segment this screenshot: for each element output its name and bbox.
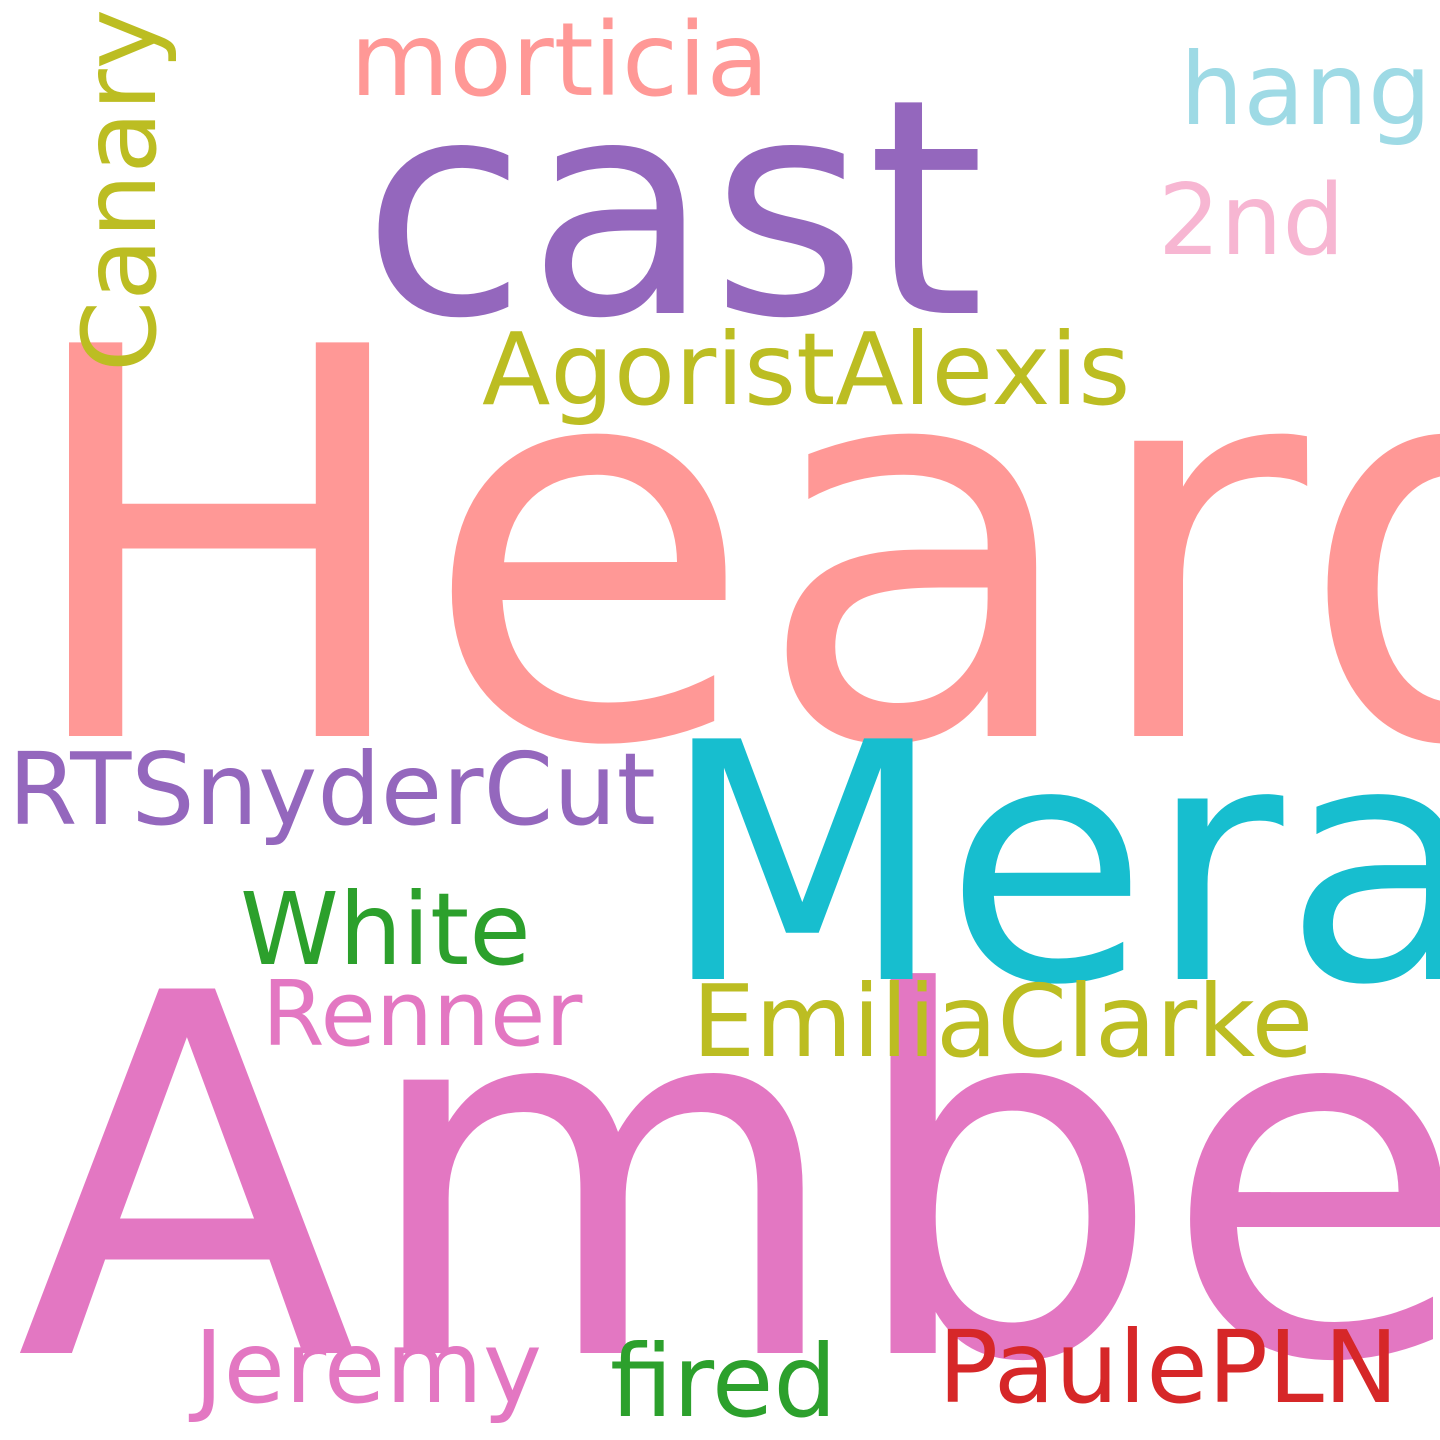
word-agoristalexis: AgoristAlexis [482,311,1131,428]
word-white: White [240,871,531,988]
word-jeremy: Jeremy [194,1309,543,1426]
word-2nd: 2nd [1158,164,1345,278]
word-rtsnydercut: RTSnyderCut [8,731,656,848]
word-fired: fired [610,1323,837,1440]
word-morticia: morticia [350,1,769,120]
word-pauleplm: PaulePLN [938,1309,1399,1426]
word-cast: cast [362,35,985,384]
word-amber: Amber [16,889,1440,1440]
word-hang: hang [1180,31,1432,148]
word-mera: Mera [660,673,1440,1057]
word-canary: Canary [61,8,180,372]
word-renner: Renner [262,962,583,1067]
word-heard: Heard [16,236,1440,864]
word-emiliaclarke: EmiliaClarke [692,963,1314,1080]
